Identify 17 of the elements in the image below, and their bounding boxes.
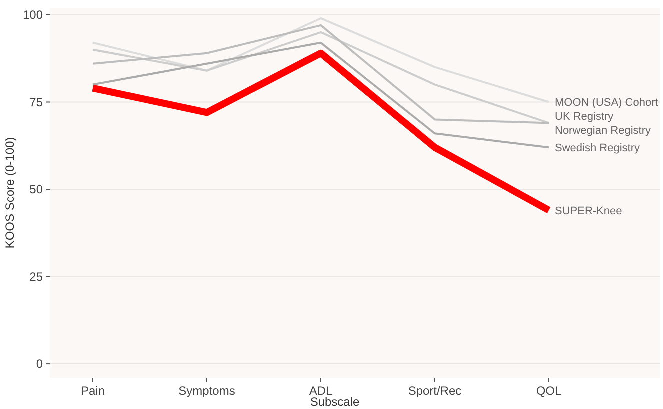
y-tick-label: 75 [30, 95, 44, 110]
y-tick-label: 0 [36, 357, 44, 372]
series-label: SUPER-Knee [555, 205, 622, 218]
x-tick-label: Sport/Rec [408, 384, 462, 398]
series-label: MOON (USA) Cohort [555, 97, 658, 110]
x-axis-title: Subscale [310, 395, 360, 409]
x-tick-label: Symptoms [178, 384, 236, 398]
x-tick-label: QOL [536, 384, 562, 398]
series-label: UK Registry [555, 111, 614, 124]
x-tick-label: ADL [309, 384, 333, 398]
series-label: Swedish Registry [555, 142, 640, 154]
series-label: Norwegian Registry [555, 125, 652, 138]
x-tick-label: Pain [80, 384, 106, 398]
y-axis-title: KOOS Score (0-100) [3, 137, 17, 249]
y-tick-label: 100 [22, 8, 44, 22]
y-tick-label: 25 [30, 270, 44, 284]
y-tick-label: 50 [30, 182, 44, 197]
